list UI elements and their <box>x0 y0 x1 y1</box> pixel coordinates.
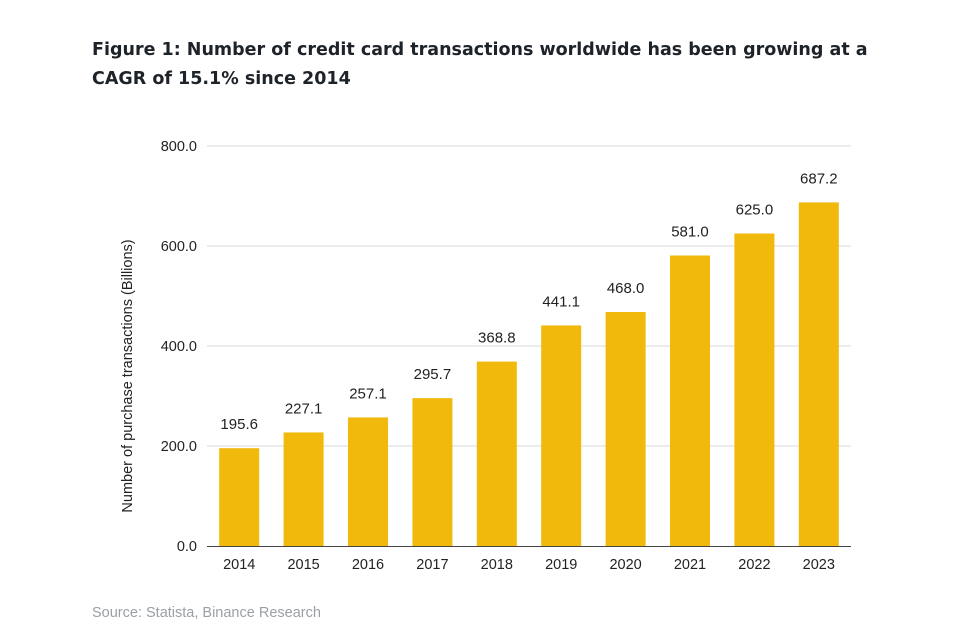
y-tick-label: 400.0 <box>161 339 197 355</box>
bar-2017 <box>412 398 453 546</box>
x-tick-label-2021: 2021 <box>674 557 706 573</box>
x-tick-label-2015: 2015 <box>287 557 319 573</box>
bar-2015 <box>283 432 324 546</box>
bar-2020 <box>605 312 646 546</box>
bar-2016 <box>348 417 388 546</box>
bar-2018 <box>476 361 517 546</box>
data-label-2019: 441.1 <box>542 293 580 310</box>
bar-2022 <box>734 233 775 546</box>
x-tick-label-2023: 2023 <box>803 557 835 573</box>
x-tick-label-2017: 2017 <box>416 557 448 573</box>
bar-2021 <box>670 255 710 546</box>
y-tick-label: 200.0 <box>161 439 197 455</box>
x-tick-label-2018: 2018 <box>481 557 513 573</box>
x-tick-label-2022: 2022 <box>738 557 770 573</box>
data-label-2022: 625.0 <box>736 202 774 219</box>
x-tick-label-2014: 2014 <box>223 557 255 573</box>
x-tick-label-2016: 2016 <box>352 557 384 573</box>
data-label-2023: 687.2 <box>800 170 838 187</box>
bar-2019 <box>541 325 582 546</box>
y-axis-title: Number of purchase transactions (Billion… <box>120 239 136 512</box>
x-tick-label-2020: 2020 <box>609 557 641 573</box>
y-axis-ticks: 0.0 200.0 400.0 600.0 800.0 <box>161 139 197 555</box>
bars <box>219 202 839 546</box>
data-label-2014: 195.6 <box>220 416 258 433</box>
y-tick-label: 800.0 <box>161 139 197 155</box>
figure-title: Figure 1: Number of credit card transact… <box>92 40 868 89</box>
x-axis-ticks: 2014 2015 2016 2017 2018 2019 2020 2021 2022 2023 <box>223 557 835 573</box>
y-tick-label: 600.0 <box>161 239 197 255</box>
data-label-2016: 257.1 <box>349 385 387 402</box>
bar-2014 <box>219 448 260 546</box>
data-label-2017: 295.7 <box>414 366 452 383</box>
bar-2023 <box>798 202 839 546</box>
data-labels: 195.6 227.1 257.1 295.7 368.8 441.1 468.0 581.0… <box>220 170 837 433</box>
data-label-2020: 468.0 <box>607 280 645 297</box>
source-note: Source: Statista, Binance Research <box>92 605 321 621</box>
y-tick-label: 0.0 <box>177 539 197 555</box>
data-label-2018: 368.8 <box>478 330 516 347</box>
data-label-2021: 581.0 <box>671 224 709 241</box>
data-label-2015: 227.1 <box>285 400 323 417</box>
x-tick-label-2019: 2019 <box>545 557 577 573</box>
